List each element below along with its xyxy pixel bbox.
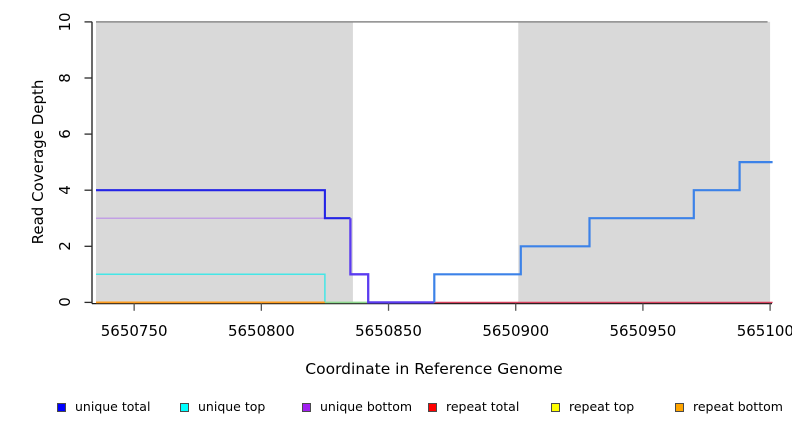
legend-swatch-repeat-total <box>428 403 437 412</box>
y-tick-label-6: 6 <box>56 129 74 139</box>
x-tick-label-5650950: 5650950 <box>609 322 677 340</box>
legend-swatch-repeat-top <box>551 403 560 412</box>
legend-swatch-unique-total <box>57 403 66 412</box>
y-tick-label-0: 0 <box>56 297 74 308</box>
x-tick-label-5650800: 5650800 <box>227 322 295 340</box>
legend-label: unique total <box>75 399 151 414</box>
y-tick-label-2: 2 <box>56 241 74 252</box>
legend-swatch-unique-top <box>180 403 189 412</box>
x-tick-label-5650900: 5650900 <box>482 322 550 340</box>
legend-label: repeat top <box>569 399 635 414</box>
legend-label: unique top <box>198 399 266 414</box>
repeat-region-shade-1 <box>96 21 353 304</box>
chart-legend: unique total unique top unique bottom repea… <box>0 396 792 420</box>
series-unique-total-bottom-overlap-staircase-down <box>349 218 435 304</box>
x-tick-label-5650850: 5650850 <box>355 322 422 340</box>
x-tick-label-5650750: 5650750 <box>100 322 168 340</box>
legend-swatch-repeat-bottom <box>675 403 684 412</box>
series-unique-top-depth-1-plateau- <box>96 273 326 303</box>
y-tick-label-4: 4 <box>56 185 74 195</box>
y-tick-label-10: 10 <box>56 12 74 32</box>
series-unique-total-right-staircase-up- <box>433 161 773 303</box>
series-unique-total-left-plateau-4-then-3- <box>96 189 351 220</box>
y-axis-title: Read Coverage Depth <box>29 79 47 245</box>
repeat-region-shade-2 <box>518 21 771 304</box>
legend-swatch-unique-bottom <box>302 403 311 412</box>
legend-label: unique bottom <box>320 399 413 414</box>
x-axis-title: Coordinate in Reference Genome <box>305 360 563 378</box>
legend-label: repeat total <box>446 399 520 414</box>
y-tick-label-8: 8 <box>56 73 74 83</box>
legend-label: repeat bottom <box>693 399 783 414</box>
